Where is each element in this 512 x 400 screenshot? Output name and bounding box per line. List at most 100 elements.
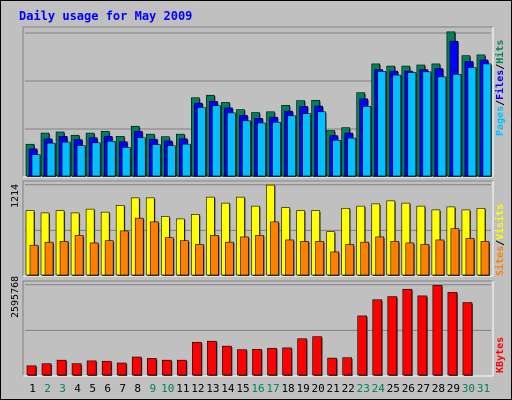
kbytes-bar <box>387 296 398 376</box>
sites-bar <box>255 235 264 276</box>
pages-bar <box>302 113 311 177</box>
day-label: 2 <box>44 382 51 395</box>
sites-bar <box>104 240 114 276</box>
pages-bar <box>61 141 71 177</box>
day-label: 17 <box>266 382 279 395</box>
pages-bar <box>182 143 191 177</box>
sites-bar <box>450 228 460 276</box>
day-label: 31 <box>477 382 490 395</box>
kbytes-bar <box>101 360 112 376</box>
pages-bar <box>242 120 251 177</box>
pages-bar <box>227 112 236 177</box>
kbytes-bar <box>26 365 37 376</box>
kbytes-bar <box>252 348 262 376</box>
sites-bar <box>240 236 249 276</box>
pages-bar <box>257 122 266 177</box>
day-axis-labels: 1 2 3 4 5 6 7 8 9 10 11 12 13 14 15 16 17 18 19 20 21 22 23 24 2… <box>29 382 490 395</box>
kbytes-bar <box>342 357 352 376</box>
day-label: 8 <box>134 382 141 395</box>
day-label: 24 <box>372 382 386 395</box>
hits-files-pages-legend: Pages/Files/Hits <box>494 40 506 136</box>
sites-bar <box>390 241 400 276</box>
sites-bar <box>405 242 415 276</box>
day-label: 28 <box>432 382 445 395</box>
sites-bar <box>330 251 339 276</box>
pages-bar <box>317 111 326 177</box>
sites-bar <box>375 236 385 276</box>
day-label: 14 <box>221 382 235 395</box>
pages-bar <box>91 142 101 177</box>
kbytes-y-tick-label: 2595768 <box>10 276 21 318</box>
day-label: 30 <box>462 382 475 395</box>
sites-bar <box>44 241 54 276</box>
legend-kbytes: KBytes <box>495 337 506 373</box>
pages-bar <box>212 105 221 177</box>
kbytes-bar <box>192 341 202 376</box>
legend-files: Files <box>494 70 506 100</box>
kbytes-bar <box>56 359 67 376</box>
day-label: 7 <box>119 382 126 395</box>
day-label: 6 <box>104 382 111 395</box>
sites-bar <box>360 241 370 276</box>
kbytes-bar <box>146 358 157 376</box>
visits-y-tick-label: 1214 <box>10 184 21 208</box>
kbytes-legend: KBytes <box>495 337 506 373</box>
day-label: 27 <box>417 382 430 395</box>
sites-bar <box>210 235 219 276</box>
pages-bar <box>437 76 447 177</box>
sites-bar <box>270 221 279 276</box>
kbytes-bar <box>402 288 413 376</box>
pages-bar <box>347 137 356 177</box>
kbytes-bar <box>222 345 232 376</box>
kbytes-bar <box>372 299 383 376</box>
day-label: 10 <box>161 382 174 395</box>
sites-bar <box>119 230 129 276</box>
day-label: 4 <box>74 382 81 395</box>
sites-bar <box>164 237 174 276</box>
day-label: 11 <box>176 382 189 395</box>
legend-sites-visits: Sites/Visits <box>494 204 506 276</box>
day-label: 21 <box>327 382 340 395</box>
pages-bar <box>121 147 131 177</box>
kbytes-bar <box>161 359 172 376</box>
sites-bar <box>149 221 159 276</box>
sites-bar <box>300 241 309 276</box>
sites-bar <box>285 239 294 276</box>
hits-panel-frame <box>22 26 494 178</box>
pages-bar <box>166 145 176 177</box>
legend-separator-1: / <box>495 100 506 106</box>
pages-bar <box>287 115 296 177</box>
sites-bar <box>29 244 39 276</box>
kbytes-bar <box>447 292 458 376</box>
legend-sites: Sites <box>494 246 506 276</box>
legend-visits: Visits <box>494 204 506 240</box>
sites-bar <box>134 217 144 276</box>
chart-title: Daily usage for May 2009 <box>19 9 192 23</box>
kbytes-panel: 2595768 KBytes <box>10 276 506 373</box>
legend-separator-3: / <box>495 240 506 246</box>
kbytes-bar <box>116 362 127 376</box>
sites-bar <box>180 240 189 276</box>
pages-bar <box>46 142 56 177</box>
sites-bar <box>74 235 84 276</box>
pages-bar <box>106 141 116 177</box>
day-label: 22 <box>342 382 355 395</box>
pages-bar <box>332 139 341 177</box>
pages-bar <box>76 145 86 177</box>
pages-bar <box>422 71 432 177</box>
pages-bar <box>482 63 492 177</box>
pages-bar <box>31 154 41 177</box>
kbytes-bar <box>267 347 277 376</box>
day-label: 12 <box>191 382 204 395</box>
kbytes-bar <box>297 338 307 376</box>
kbytes-bar <box>312 336 322 376</box>
kbytes-bar <box>41 363 52 376</box>
sites-bar <box>435 239 445 276</box>
kbytes-bar <box>462 302 473 376</box>
kbytes-bar <box>131 356 142 376</box>
day-label: 15 <box>236 382 249 395</box>
kbytes-bar <box>86 360 97 376</box>
pages-bar <box>407 72 417 177</box>
day-label: 25 <box>387 382 400 395</box>
